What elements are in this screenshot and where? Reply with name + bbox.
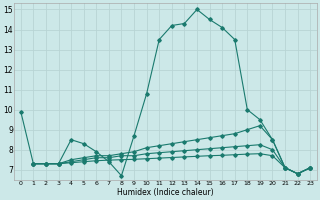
X-axis label: Humidex (Indice chaleur): Humidex (Indice chaleur) <box>117 188 214 197</box>
